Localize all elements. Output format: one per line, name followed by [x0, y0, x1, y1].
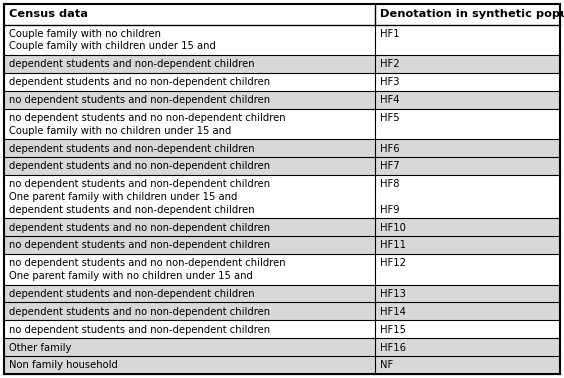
Text: dependent students and non-dependent children: dependent students and non-dependent chi…	[9, 59, 254, 70]
Text: HF12: HF12	[380, 258, 407, 268]
Text: no dependent students and non-dependent children: no dependent students and non-dependent …	[9, 240, 270, 251]
Text: HF10: HF10	[380, 223, 406, 232]
Text: dependent students and no non-dependent children: dependent students and no non-dependent …	[9, 223, 270, 232]
Text: Non family household: Non family household	[9, 361, 118, 370]
Text: NF: NF	[380, 361, 394, 370]
Text: dependent students and no non-dependent children: dependent students and no non-dependent …	[9, 307, 270, 317]
Bar	[4, 91, 560, 109]
Text: HF16: HF16	[380, 342, 407, 353]
Text: dependent students and no non-dependent children: dependent students and no non-dependent …	[9, 161, 270, 172]
Text: HF14: HF14	[380, 307, 406, 317]
Text: HF7: HF7	[380, 161, 400, 172]
Text: Other family: Other family	[9, 342, 72, 353]
Bar	[4, 175, 560, 218]
Text: HF3: HF3	[380, 77, 400, 87]
Bar	[4, 157, 560, 175]
Bar	[4, 55, 560, 73]
Text: no dependent students and non-dependent children: no dependent students and non-dependent …	[9, 325, 270, 335]
Bar	[4, 320, 560, 338]
Bar	[4, 285, 560, 302]
Bar	[4, 25, 560, 55]
Text: no dependent students and no non-dependent children: no dependent students and no non-depende…	[9, 113, 285, 123]
Text: HF5: HF5	[380, 113, 400, 123]
Text: One parent family with no children under 15 and: One parent family with no children under…	[9, 271, 253, 281]
Text: dependent students and non-dependent children: dependent students and non-dependent chi…	[9, 204, 254, 215]
Text: dependent students and non-dependent children: dependent students and non-dependent chi…	[9, 289, 254, 299]
Bar	[4, 109, 560, 139]
Text: HF13: HF13	[380, 289, 406, 299]
Text: HF15: HF15	[380, 325, 407, 335]
Text: Couple family with children under 15 and: Couple family with children under 15 and	[9, 42, 216, 51]
Bar	[4, 218, 560, 236]
Text: no dependent students and non-dependent children: no dependent students and non-dependent …	[9, 95, 270, 105]
Text: Couple family with no children under 15 and: Couple family with no children under 15 …	[9, 126, 231, 136]
Text: One parent family with children under 15 and: One parent family with children under 15…	[9, 192, 237, 202]
Text: Denotation in synthetic population: Denotation in synthetic population	[380, 9, 564, 19]
Bar	[4, 302, 560, 320]
Bar	[4, 254, 560, 285]
Text: HF11: HF11	[380, 240, 407, 251]
Bar	[4, 356, 560, 374]
Text: HF9: HF9	[380, 204, 400, 215]
Text: HF8: HF8	[380, 179, 400, 189]
Text: dependent students and non-dependent children: dependent students and non-dependent chi…	[9, 144, 254, 153]
Text: HF2: HF2	[380, 59, 400, 70]
Bar	[4, 236, 560, 254]
Text: dependent students and no non-dependent children: dependent students and no non-dependent …	[9, 77, 270, 87]
Text: no dependent students and non-dependent children: no dependent students and non-dependent …	[9, 179, 270, 189]
Text: HF6: HF6	[380, 144, 400, 153]
Text: HF4: HF4	[380, 95, 400, 105]
Text: Census data: Census data	[9, 9, 88, 19]
Bar	[4, 338, 560, 356]
Bar	[4, 139, 560, 157]
Text: no dependent students and no non-dependent children: no dependent students and no non-depende…	[9, 258, 285, 268]
Bar	[4, 73, 560, 91]
Text: Couple family with no children: Couple family with no children	[9, 29, 161, 39]
Text: HF1: HF1	[380, 29, 400, 39]
Bar	[4, 4, 560, 25]
